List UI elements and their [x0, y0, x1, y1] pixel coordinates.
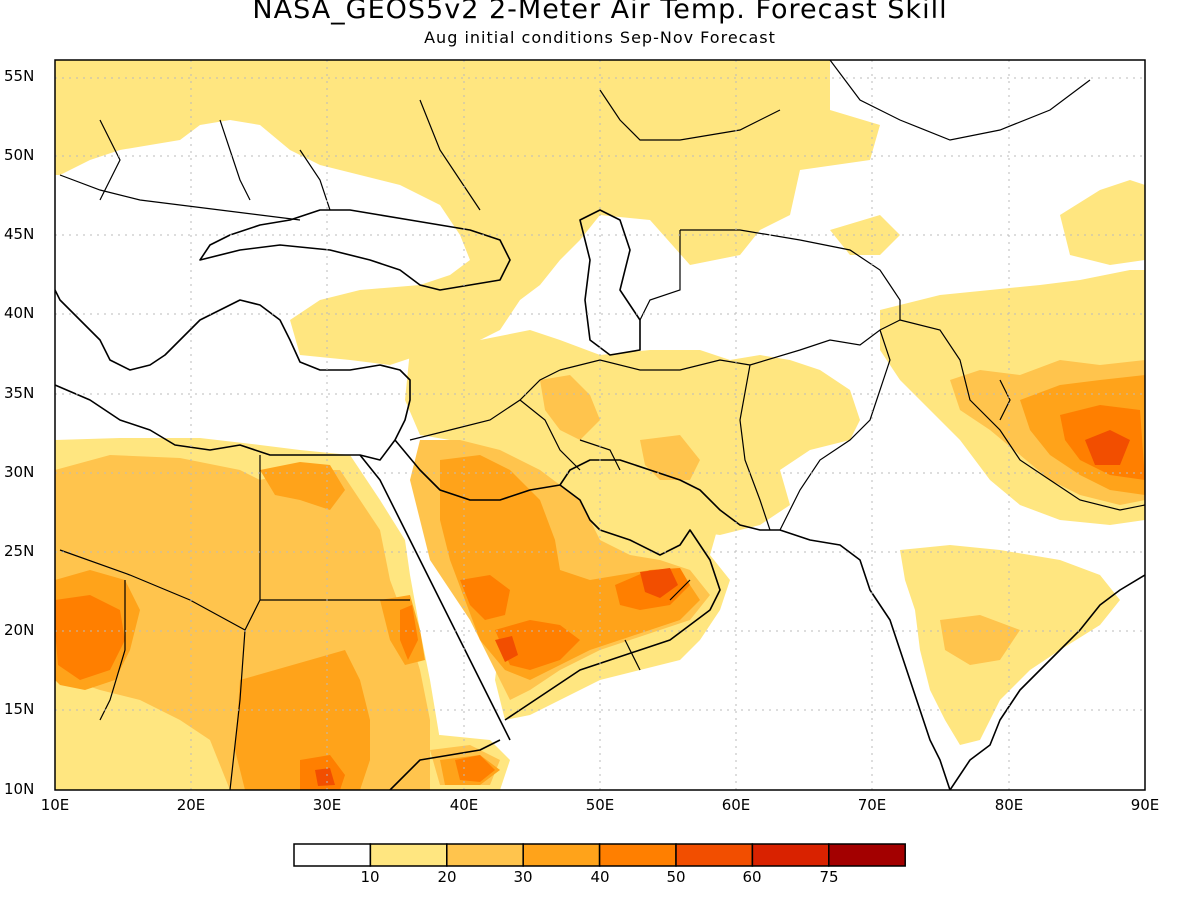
colorbar-label-75: 75: [819, 868, 839, 886]
map-title: NASA_GEOS5v2 2-Meter Air Temp. Forecast …: [252, 0, 948, 25]
colorbar-swatch-7: [828, 843, 906, 867]
map-subtitle: Aug initial conditions Sep-Nov Forecast: [424, 28, 776, 47]
colorbar-swatch-1: [369, 843, 448, 867]
lon-label-70e: 70E: [857, 796, 887, 814]
lat-label-30n: 30N: [4, 463, 35, 481]
colorbar-swatch-5: [675, 843, 754, 867]
lat-label-10n: 10N: [4, 780, 35, 798]
graticule: [55, 60, 1145, 790]
colorbar-swatch-6: [751, 843, 830, 867]
lat-label-35n: 35N: [4, 384, 35, 402]
lat-label-45n: 45N: [4, 225, 35, 243]
colorbar-swatch-3: [522, 843, 601, 867]
colorbar-label-20: 20: [437, 868, 457, 886]
lat-label-40n: 40N: [4, 304, 35, 322]
lon-label-20e: 20E: [176, 796, 206, 814]
lon-label-10e: 10E: [40, 796, 70, 814]
lon-label-90e: 90E: [1130, 796, 1160, 814]
skill-shading: [55, 60, 1145, 790]
colorbar-label-60: 60: [742, 868, 762, 886]
lon-label-30e: 30E: [312, 796, 342, 814]
lat-label-20n: 20N: [4, 621, 35, 639]
colorbar-swatch-2: [446, 843, 524, 867]
colorbar: [293, 843, 906, 867]
colorbar-swatch-4: [598, 843, 677, 867]
lat-label-25n: 25N: [4, 542, 35, 560]
lon-label-60e: 60E: [721, 796, 751, 814]
lat-label-15n: 15N: [4, 700, 35, 718]
skill-50-60-regions: [315, 430, 1130, 786]
map-frame: [54, 59, 1146, 791]
lon-label-80e: 80E: [994, 796, 1024, 814]
lat-label-50n: 50N: [4, 146, 35, 164]
coastlines: [55, 209, 1145, 790]
colorbar-swatch-0: [293, 843, 372, 867]
lat-label-55n: 55N: [4, 67, 35, 85]
lon-label-40e: 40E: [449, 796, 479, 814]
colorbar-label-30: 30: [513, 868, 533, 886]
colorbar-label-10: 10: [360, 868, 380, 886]
colorbar-label-50: 50: [666, 868, 686, 886]
lon-label-50e: 50E: [585, 796, 615, 814]
colorbar-label-40: 40: [590, 868, 610, 886]
